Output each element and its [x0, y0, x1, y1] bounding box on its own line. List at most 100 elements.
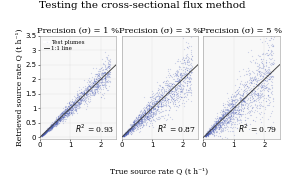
- Point: [64, 110, 69, 113]
- Point: [105, 80, 109, 83]
- Point: [73, 109, 77, 112]
- Point: [220, 115, 225, 118]
- Point: [184, 88, 189, 91]
- Point: [136, 117, 141, 120]
- Point: [149, 109, 154, 112]
- Point: [70, 100, 74, 103]
- Point: [179, 72, 183, 75]
- Point: [230, 100, 234, 103]
- Point: [69, 103, 73, 106]
- Point: [187, 69, 191, 72]
- Point: [260, 85, 265, 87]
- Point: [157, 84, 162, 87]
- Point: [75, 111, 79, 114]
- Point: [241, 90, 246, 93]
- Point: [254, 99, 258, 102]
- Point: [261, 65, 266, 68]
- Point: [156, 95, 161, 98]
- Point: [63, 114, 67, 117]
- Point: [189, 66, 193, 69]
- Point: [226, 112, 231, 115]
- Point: [57, 117, 61, 120]
- Point: [245, 104, 250, 106]
- Point: [55, 122, 59, 125]
- Point: [248, 109, 253, 112]
- Point: [107, 70, 112, 73]
- Point: [134, 120, 139, 123]
- Point: [164, 105, 168, 108]
- Point: [210, 127, 215, 130]
- Point: [135, 121, 140, 124]
- Point: [46, 128, 51, 131]
- Point: [50, 125, 54, 128]
- Point: [63, 112, 67, 115]
- Point: [208, 127, 212, 130]
- Point: [214, 124, 219, 126]
- Point: [229, 117, 234, 120]
- Point: [236, 109, 240, 112]
- Point: [224, 116, 228, 119]
- Point: [59, 118, 63, 121]
- Point: [71, 102, 76, 105]
- Point: [241, 113, 245, 116]
- Point: [47, 127, 51, 130]
- Point: [54, 117, 59, 120]
- Point: [100, 72, 104, 75]
- Point: [94, 83, 99, 86]
- Point: [88, 93, 93, 96]
- Point: [173, 79, 178, 82]
- Point: [223, 117, 228, 119]
- Point: [128, 123, 133, 125]
- Point: [138, 124, 143, 127]
- Point: [54, 124, 59, 127]
- Point: [43, 131, 47, 134]
- Point: [149, 104, 154, 107]
- Point: [218, 126, 223, 129]
- Point: [185, 55, 189, 58]
- Point: [148, 110, 152, 113]
- Point: [42, 131, 46, 134]
- Point: [178, 71, 183, 74]
- Point: [42, 132, 47, 135]
- Point: [176, 82, 180, 85]
- Point: [205, 131, 210, 134]
- Point: [261, 75, 266, 78]
- Point: [142, 116, 147, 119]
- Point: [250, 106, 254, 109]
- Point: [101, 72, 105, 75]
- Point: [40, 133, 45, 136]
- Point: [92, 93, 97, 96]
- Point: [245, 85, 249, 87]
- Point: [101, 72, 106, 75]
- Point: [127, 128, 131, 130]
- Point: [39, 135, 44, 137]
- Point: [71, 110, 75, 113]
- Point: [178, 59, 183, 62]
- Point: [39, 134, 44, 137]
- Point: [64, 113, 69, 116]
- Point: [219, 125, 224, 128]
- Point: [130, 127, 135, 130]
- Point: [154, 90, 159, 93]
- Point: [90, 91, 94, 94]
- Point: [153, 97, 158, 100]
- Point: [240, 109, 245, 112]
- Point: [158, 108, 163, 111]
- Point: [210, 125, 215, 128]
- Point: [228, 123, 233, 126]
- Point: [181, 69, 185, 72]
- Point: [229, 107, 233, 110]
- Point: [252, 111, 256, 113]
- Point: [52, 122, 57, 125]
- Point: [203, 135, 207, 138]
- Point: [136, 120, 141, 123]
- Point: [122, 133, 127, 136]
- Point: [45, 129, 50, 132]
- Point: [124, 132, 128, 135]
- Point: [136, 124, 141, 127]
- Point: [218, 123, 222, 126]
- Point: [212, 128, 216, 131]
- Point: [62, 112, 66, 115]
- Point: [214, 124, 219, 127]
- Point: [129, 125, 134, 128]
